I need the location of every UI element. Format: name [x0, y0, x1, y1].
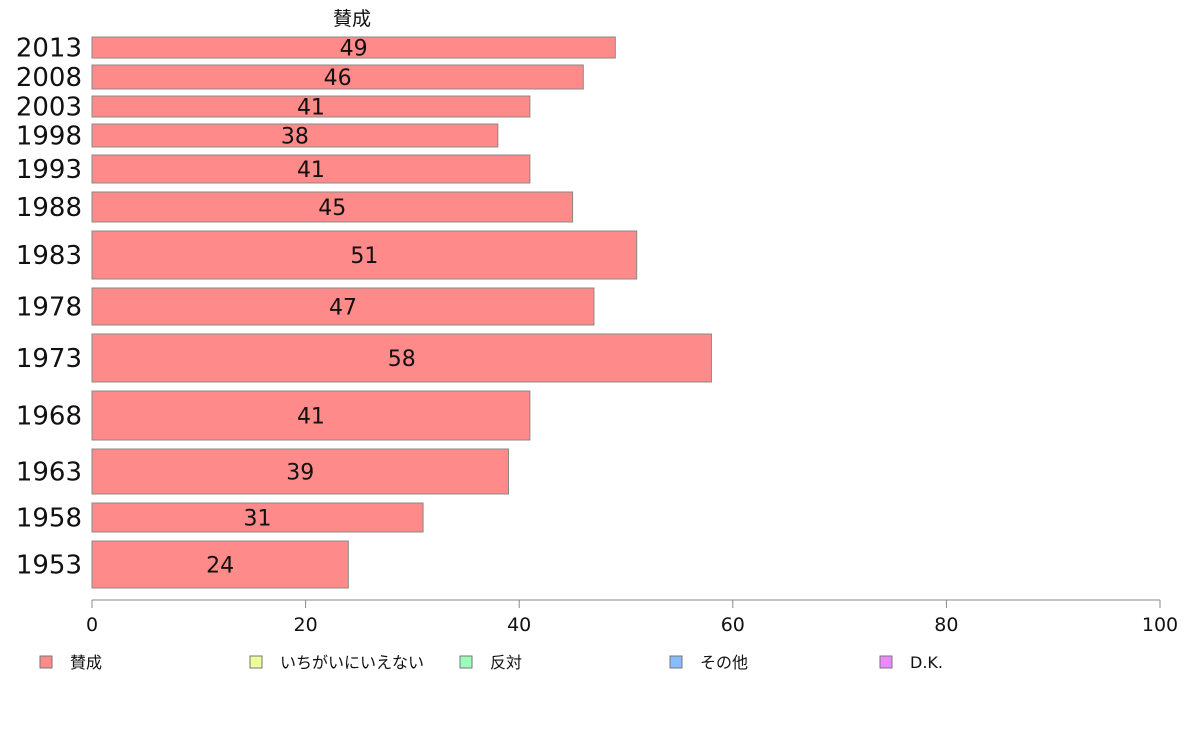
legend-swatch-2: [459, 655, 473, 669]
legend-swatch-4: [879, 655, 893, 669]
value-label-1983: 51: [350, 244, 378, 269]
legend-label-0: 賛成: [70, 653, 102, 672]
bar-1993: [91, 154, 531, 184]
bar-1998: [91, 123, 499, 148]
category-label-2013: 2013: [16, 34, 82, 64]
value-label-1993: 41: [297, 158, 325, 183]
category-label-1998: 1998: [16, 122, 82, 152]
value-label-1963: 39: [286, 461, 314, 486]
category-label-2003: 2003: [16, 93, 82, 123]
value-label-1958: 31: [244, 507, 272, 532]
bar-1983: [91, 230, 638, 280]
bar-1973: [91, 333, 712, 383]
category-label-1973: 1973: [16, 344, 82, 374]
category-label-1958: 1958: [16, 504, 82, 534]
bar-1963: [91, 448, 510, 495]
category-label-1963: 1963: [16, 458, 82, 488]
x-axis: 0 20 40 60 80 100: [86, 599, 1178, 636]
value-label-1968: 41: [297, 405, 325, 430]
bar-1958: [91, 502, 424, 533]
bar-1968: [91, 390, 531, 441]
x-tick-label-80: 80: [934, 614, 958, 636]
legend-swatch-1: [249, 655, 263, 669]
x-tick-label-100: 100: [1142, 614, 1178, 636]
value-label-1998: 38: [281, 125, 309, 150]
legend-label-4: D.K.: [910, 653, 943, 672]
legend-label-3: その他: [700, 653, 748, 672]
bars-group: 2013 49 2008 46 2003 41 1998 38 1993 41 1988 45 1983…: [16, 34, 712, 589]
value-label-2003: 41: [297, 96, 325, 121]
value-label-1973: 58: [388, 347, 416, 372]
series-title: 賛成: [333, 8, 371, 30]
category-label-1993: 1993: [16, 155, 82, 185]
x-tick-label-20: 20: [294, 614, 318, 636]
category-label-2008: 2008: [16, 63, 82, 93]
legend-label-2: 反対: [490, 653, 522, 672]
x-tick-label-60: 60: [721, 614, 745, 636]
bar-1953: [91, 540, 349, 589]
legend-swatch-3: [669, 655, 683, 669]
value-label-2008: 46: [324, 66, 352, 91]
legend-swatch-0: [39, 655, 53, 669]
category-label-1968: 1968: [16, 402, 82, 432]
category-label-1953: 1953: [16, 551, 82, 581]
x-tick-label-0: 0: [86, 614, 98, 636]
bar-1978: [91, 287, 595, 326]
bar-2003: [91, 95, 531, 118]
category-label-1978: 1978: [16, 293, 82, 323]
value-label-2013: 49: [340, 37, 368, 62]
bar-2013: [91, 36, 616, 59]
legend-label-1: いちがいにいえない: [280, 653, 424, 672]
category-label-1988: 1988: [16, 193, 82, 223]
value-label-1978: 47: [329, 296, 357, 321]
value-label-1953: 24: [206, 554, 234, 579]
legend: 賛成 いちがいにいえない 反対 その他 D.K.: [39, 653, 943, 672]
category-label-1983: 1983: [16, 241, 82, 271]
bar-1988: [91, 191, 574, 223]
x-tick-label-40: 40: [507, 614, 531, 636]
bar-2008: [91, 64, 584, 90]
value-label-1988: 45: [318, 196, 346, 221]
